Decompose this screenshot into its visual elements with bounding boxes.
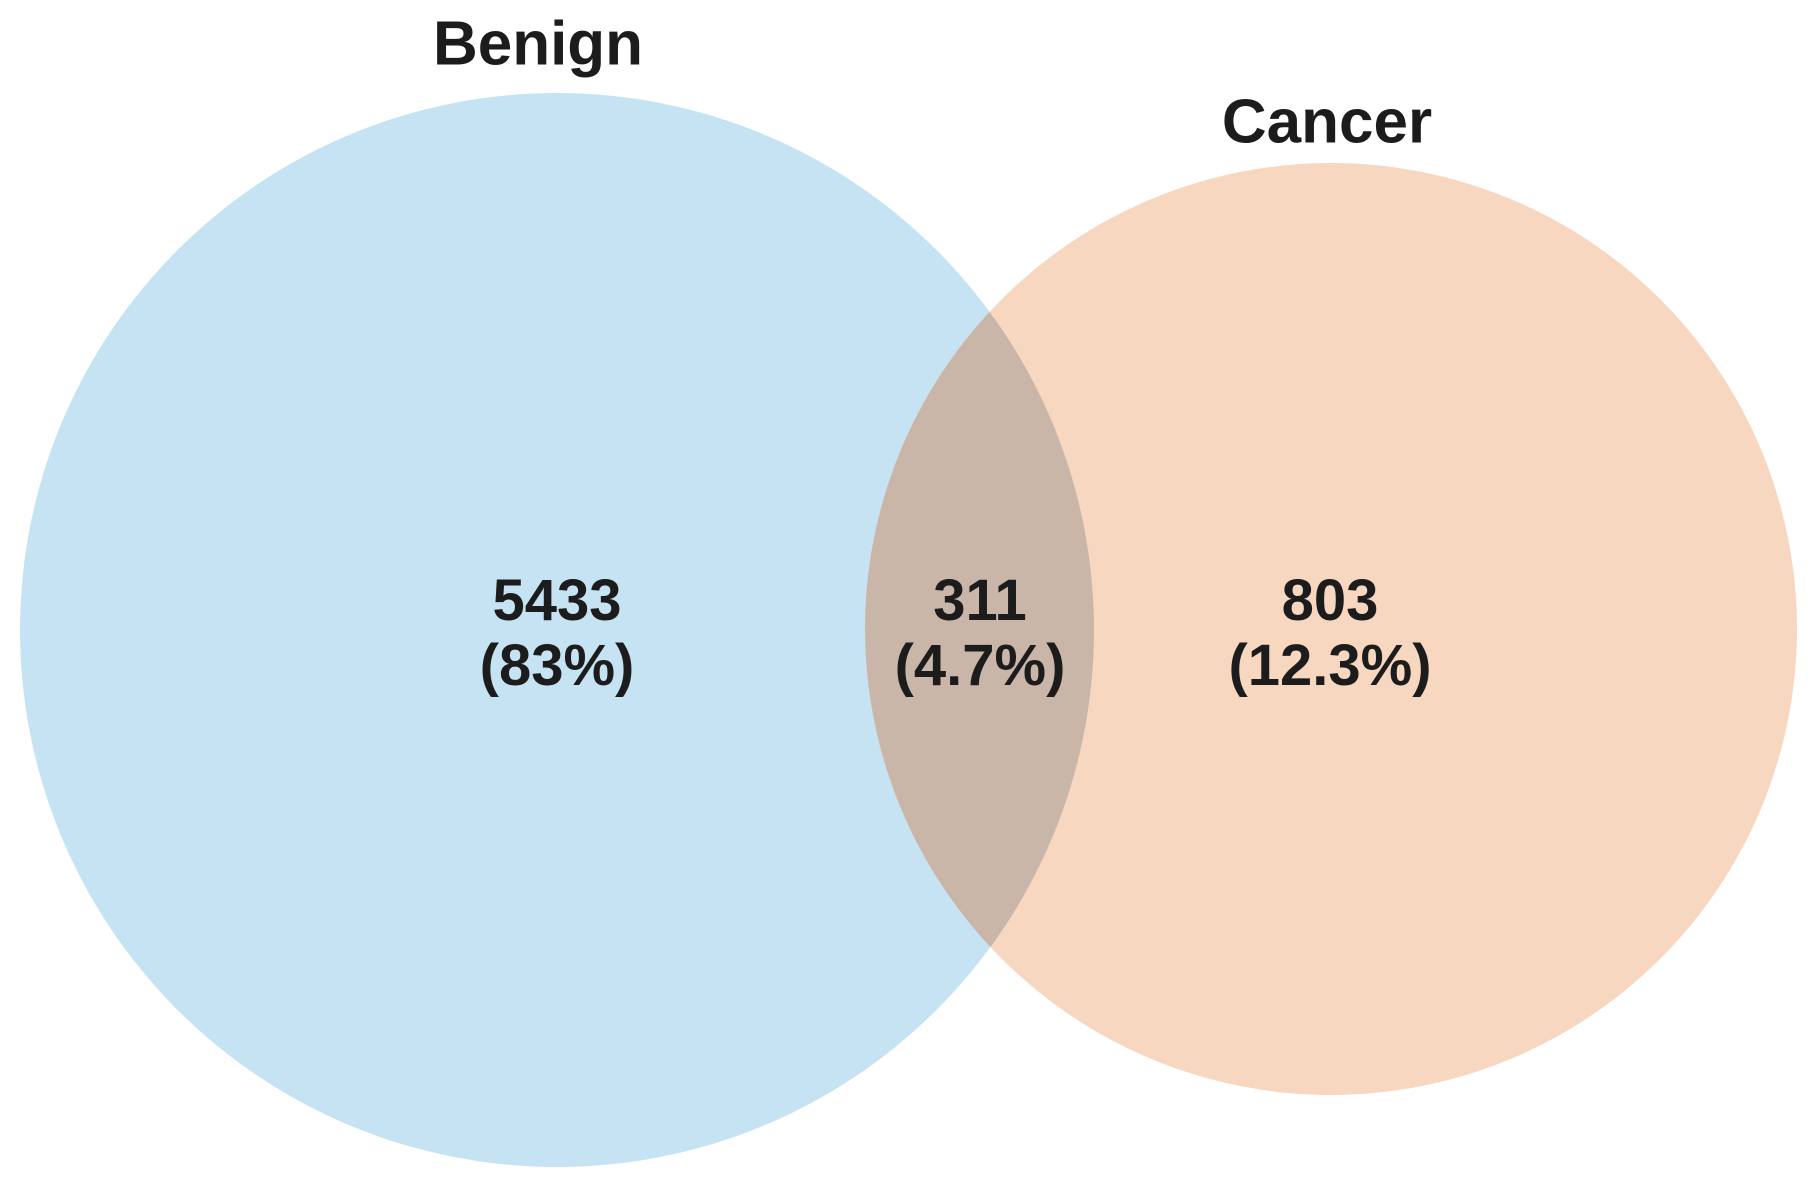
overlap-count: 311 (4.7%) bbox=[894, 568, 1066, 699]
benign-set-label: Benign bbox=[432, 9, 644, 79]
benign-circle bbox=[20, 93, 1094, 1167]
cancer-only-value: 803 bbox=[1281, 568, 1379, 634]
cancer-circle bbox=[865, 163, 1797, 1095]
cancer-only-count: 803 (12.3%) bbox=[1228, 568, 1432, 699]
cancer-set-label: Cancer bbox=[1221, 87, 1433, 157]
cancer-only-percent: (12.3%) bbox=[1228, 633, 1432, 698]
benign-only-count: 5433 (83%) bbox=[479, 568, 635, 699]
overlap-percent: (4.7%) bbox=[894, 633, 1066, 698]
benign-only-percent: (83%) bbox=[479, 633, 635, 698]
benign-only-value: 5433 bbox=[492, 568, 622, 634]
overlap-value: 311 bbox=[933, 568, 1027, 634]
